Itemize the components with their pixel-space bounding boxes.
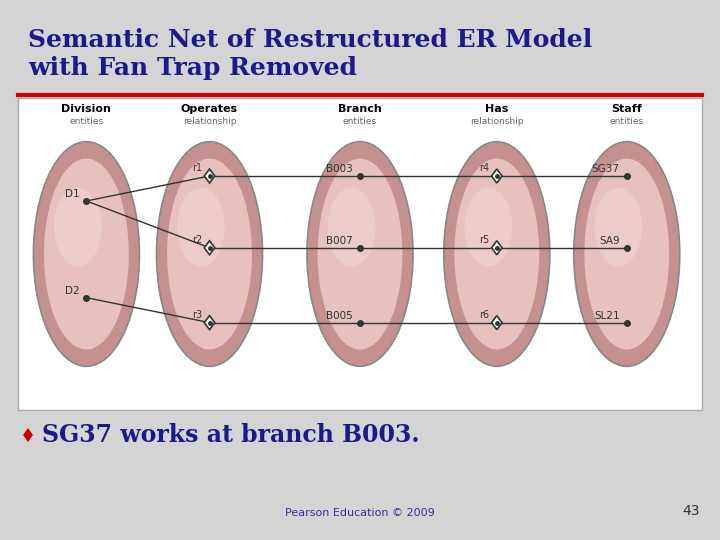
Text: r6: r6 [480,309,490,320]
Text: entities: entities [610,117,644,126]
Text: r1: r1 [192,163,202,173]
Ellipse shape [318,159,402,349]
Text: B003: B003 [326,164,353,174]
Text: D2: D2 [65,286,79,296]
Ellipse shape [464,188,512,266]
Text: D1: D1 [65,189,79,199]
Text: Semantic Net of Restructured ER Model: Semantic Net of Restructured ER Model [28,28,593,52]
Ellipse shape [595,188,642,266]
Ellipse shape [574,141,680,366]
Text: r3: r3 [192,309,202,320]
Ellipse shape [167,159,252,349]
Text: r4: r4 [480,163,490,173]
Ellipse shape [307,141,413,366]
Ellipse shape [33,141,140,366]
Text: Branch: Branch [338,104,382,114]
Text: Pearson Education © 2009: Pearson Education © 2009 [285,508,435,518]
Text: Staff: Staff [611,104,642,114]
Text: entities: entities [69,117,104,126]
Text: relationship: relationship [183,117,236,126]
Text: with Fan Trap Removed: with Fan Trap Removed [28,56,357,80]
Text: Has: Has [485,104,508,114]
Ellipse shape [444,141,550,366]
Text: Division: Division [61,104,112,114]
Ellipse shape [54,188,102,266]
Text: B007: B007 [326,236,353,246]
Text: Operates: Operates [181,104,238,114]
Polygon shape [492,241,502,255]
Text: SG37: SG37 [592,164,620,174]
FancyBboxPatch shape [18,98,702,410]
Text: 43: 43 [683,504,700,518]
Text: SG37 works at branch B003.: SG37 works at branch B003. [42,423,420,447]
Polygon shape [204,316,215,329]
Text: r5: r5 [480,235,490,245]
Text: SL21: SL21 [594,310,620,321]
Polygon shape [492,316,502,329]
Ellipse shape [454,159,539,349]
Text: SA9: SA9 [599,236,620,246]
Polygon shape [492,169,502,183]
Text: B005: B005 [326,310,353,321]
Ellipse shape [156,141,263,366]
Ellipse shape [44,159,129,349]
Polygon shape [204,169,215,183]
Text: relationship: relationship [470,117,523,126]
Ellipse shape [177,188,225,266]
Ellipse shape [328,188,375,266]
Polygon shape [23,428,33,442]
Polygon shape [204,241,215,255]
Text: r2: r2 [192,235,202,245]
Ellipse shape [585,159,669,349]
Text: entities: entities [343,117,377,126]
